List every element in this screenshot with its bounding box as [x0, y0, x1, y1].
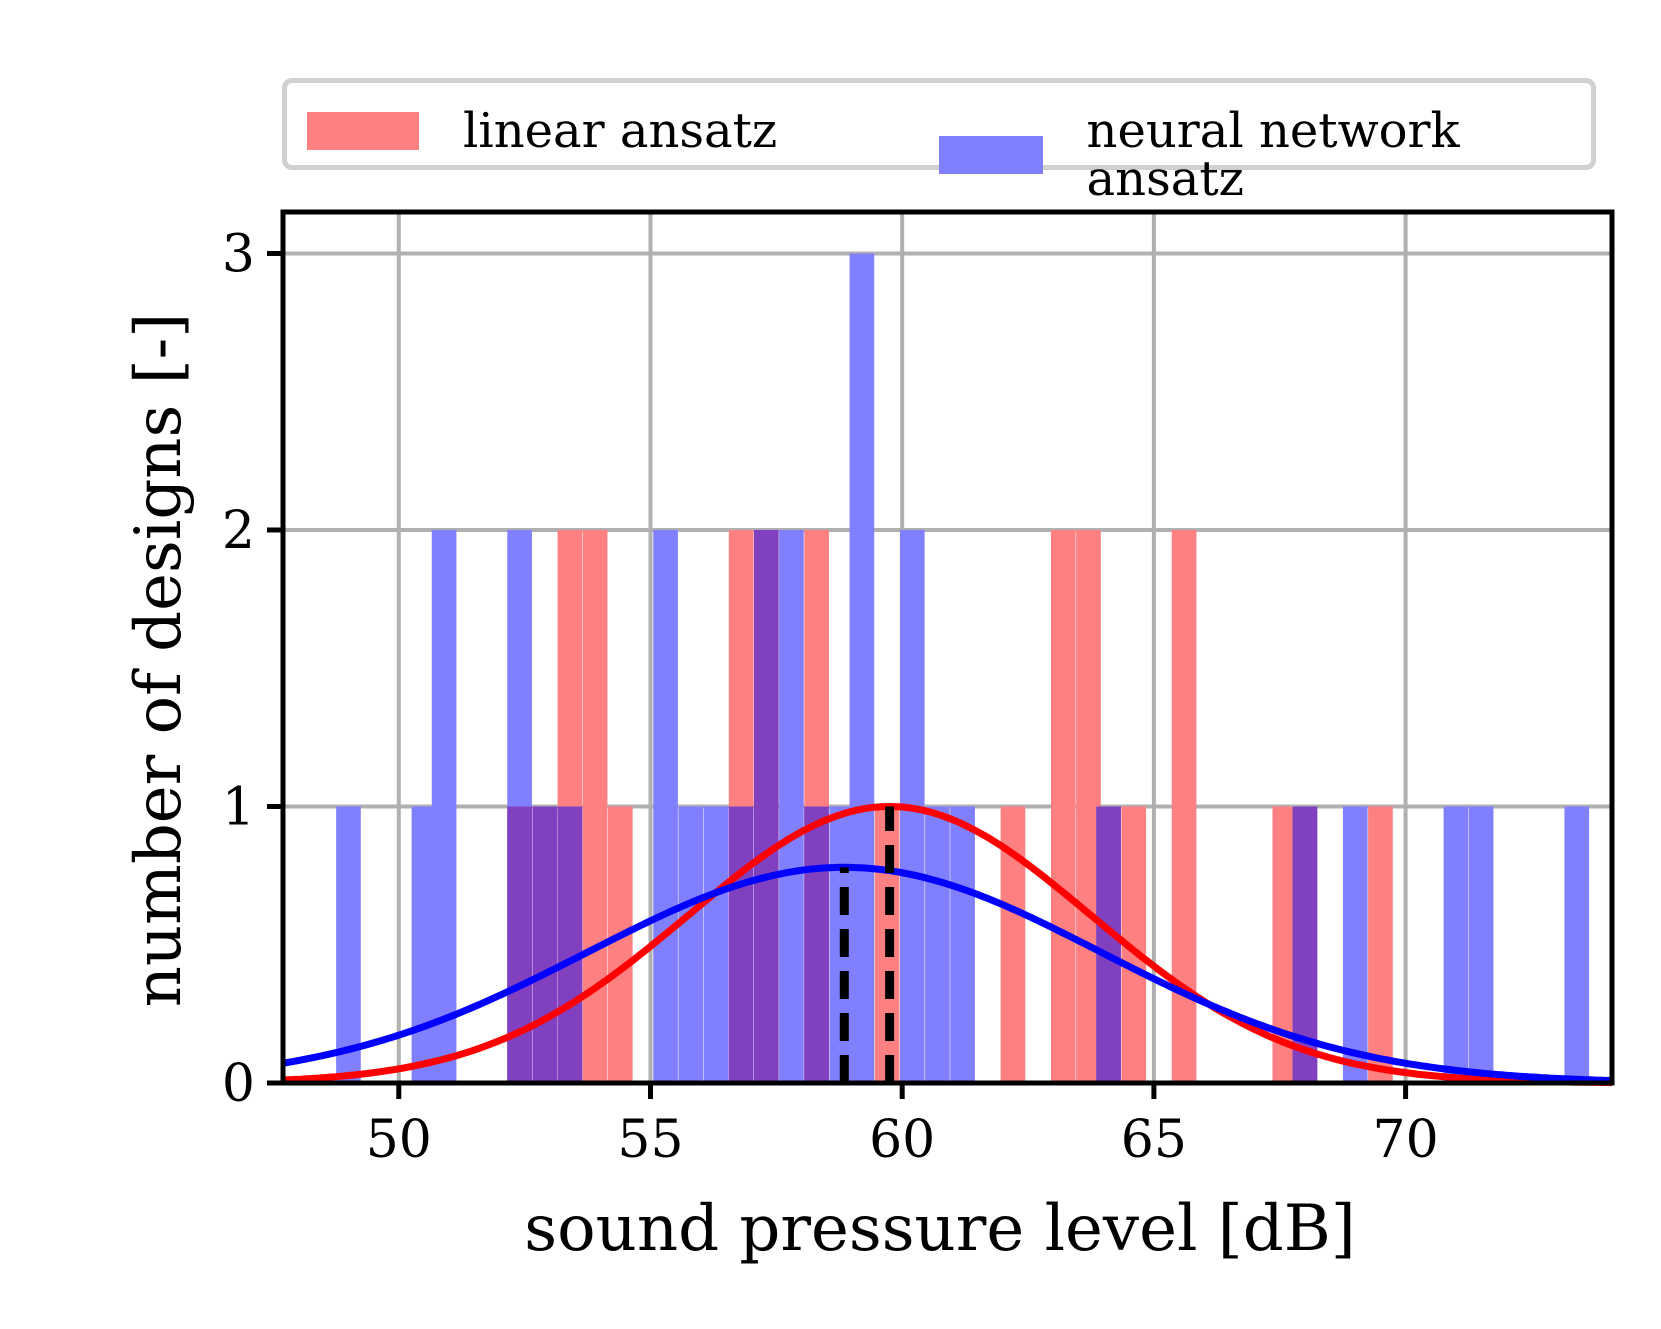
bar-linear [607, 806, 633, 1083]
bar-neural [1468, 806, 1494, 1083]
legend: linear ansatz neural network ansatz [282, 78, 1596, 203]
x-tick-label: 65 [1121, 1110, 1187, 1170]
bar-linear [582, 529, 608, 1083]
x-axis-label: sound pressure level [dB] [524, 1192, 1355, 1266]
bar-neural [1564, 806, 1590, 1083]
bar-neural [653, 529, 678, 1083]
x-tick-label: 70 [1373, 1110, 1439, 1170]
x-tick-label: 50 [366, 1110, 432, 1170]
fit-curves [282, 802, 1613, 1087]
bar-neural [849, 253, 875, 1083]
y-tick-label: 1 [222, 777, 255, 837]
x-tick-label: 60 [869, 1110, 935, 1170]
bar-neural [431, 529, 457, 1083]
x-tick-label: 55 [617, 1110, 683, 1170]
bar-neural [336, 806, 361, 1083]
plot-frame [280, 209, 1615, 1086]
y-axis-label: number of designs [-] [122, 313, 196, 1008]
bar-linear [1368, 806, 1393, 1083]
bar-neural [779, 529, 804, 1083]
bar-neural [925, 806, 950, 1083]
bar-neural [703, 806, 729, 1083]
legend-item-neural: neural network ansatz [939, 107, 1591, 203]
fit-curve-neural [282, 863, 1613, 1084]
bar-neural [950, 806, 975, 1083]
axis-ticks: 50 55 60 65 70 0 1 2 3 [222, 224, 1439, 1170]
y-tick-label: 2 [222, 501, 255, 561]
bar-overlap [1096, 806, 1121, 1083]
legend-swatch-linear [307, 112, 419, 150]
y-tick-label: 0 [222, 1054, 255, 1114]
mean-lines [839, 806, 895, 1083]
bar-overlap [557, 806, 583, 1083]
y-tick-label: 3 [222, 224, 255, 284]
bar-overlap [507, 806, 532, 1083]
bar-neural [1443, 806, 1469, 1083]
bar-overlap [728, 806, 754, 1083]
bar-linear [1050, 529, 1076, 1083]
bar-overlap [804, 806, 829, 1083]
histogram-bars [336, 253, 1590, 1083]
legend-label-linear: linear ansatz [463, 103, 778, 159]
bar-overlap [753, 529, 779, 1083]
legend-label-neural: neural network ansatz [1086, 103, 1460, 207]
bar-overlap [532, 806, 558, 1083]
legend-item-linear: linear ansatz [307, 107, 777, 155]
bar-neural [678, 806, 704, 1083]
legend-swatch-neural [939, 136, 1043, 174]
fit-curve-linear [282, 802, 1613, 1087]
bar-neural [1342, 806, 1368, 1083]
